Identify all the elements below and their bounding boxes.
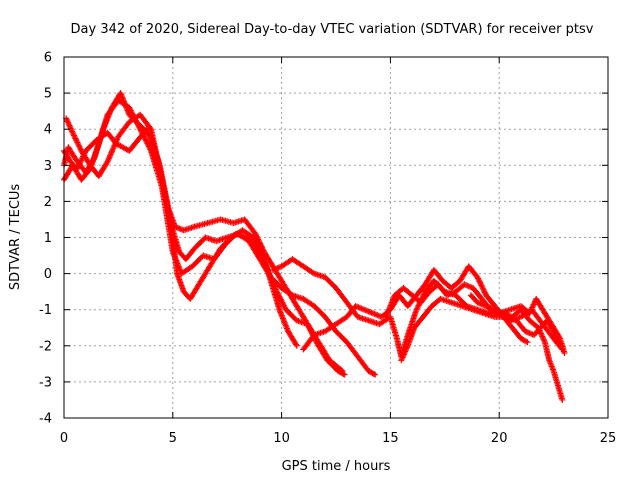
x-tick-label: 0 [60,431,68,446]
x-tick-label: 10 [273,431,290,446]
x-tick-label: 20 [491,431,508,446]
data-point [74,139,81,146]
data-point [479,283,486,290]
data-point [260,257,267,264]
data-point [338,367,345,374]
data-points [61,90,568,403]
y-tick-label: 5 [44,87,52,102]
data-point [559,396,566,403]
series-track-9 [398,295,564,364]
data-point [293,341,300,348]
y-tick-label: 1 [44,231,52,246]
data-point [476,278,483,285]
y-tick-label: 3 [44,159,52,174]
y-tick-label: 2 [44,195,52,210]
data-point [475,275,482,282]
data-point [479,285,486,292]
data-point [262,260,269,267]
data-point [255,246,262,253]
data-point [557,342,564,349]
data-point [414,303,421,310]
y-tick-label: -2 [39,339,52,354]
data-point [415,302,422,309]
data-point [254,245,261,252]
data-point [75,142,82,149]
data-point [370,370,377,377]
data-point [341,371,348,378]
data-point [256,249,263,256]
data-point [413,306,420,313]
data-point [69,129,76,136]
data-point [77,145,84,152]
data-point [71,132,78,139]
data-point [293,342,300,349]
data-point [340,370,347,377]
series-track-5 [269,256,566,360]
y-axis-label: SDTVAR / TECUs [8,184,23,291]
data-point [480,286,487,293]
chart-title: Day 342 of 2020, Sidereal Day-to-day VTE… [71,22,594,37]
data-point [524,339,531,346]
grid [64,57,608,418]
y-tick-label: -4 [39,412,52,427]
x-tick-label: 25 [600,431,617,446]
data-point [523,338,530,345]
data-point [147,124,154,131]
data-point [372,371,379,378]
y-tick-label: -3 [39,375,52,390]
data-point [252,230,259,237]
data-point [481,288,488,295]
data-point [258,253,265,260]
data-point [75,140,82,147]
y-tick-label: 6 [44,51,52,66]
data-point [475,276,482,283]
data-point [73,136,80,143]
x-tick-label: 15 [382,431,399,446]
y-tick-labels: -4 -3 -2 -1 0 1 2 3 4 5 6 [39,51,52,427]
data-point [477,279,484,286]
data-point [339,368,346,375]
data-point [71,133,78,140]
data-point [257,250,264,257]
data-point [477,281,484,288]
axis-ticks [63,56,609,419]
data-point [561,350,568,357]
data-point [73,138,80,145]
y-tick-label: 0 [44,267,52,282]
data-point [70,131,77,138]
series-track-3 [63,111,300,349]
data-point [478,282,485,289]
data-point [259,255,266,262]
data-point [258,252,265,259]
data-point [414,305,421,312]
x-tick-labels: 0 5 10 15 20 25 [60,431,616,446]
data-point [256,248,263,255]
data-point [260,256,267,263]
data-point [261,259,268,266]
data-point [76,143,83,150]
series-track-4 [61,97,346,375]
y-tick-label: -1 [39,303,52,318]
data-point [474,274,481,281]
data-point [481,289,488,296]
data-point [72,135,79,142]
data-point [262,261,269,268]
x-axis-label: GPS time / hours [282,459,391,474]
y-tick-label: 4 [44,123,52,138]
x-tick-label: 5 [169,431,177,446]
